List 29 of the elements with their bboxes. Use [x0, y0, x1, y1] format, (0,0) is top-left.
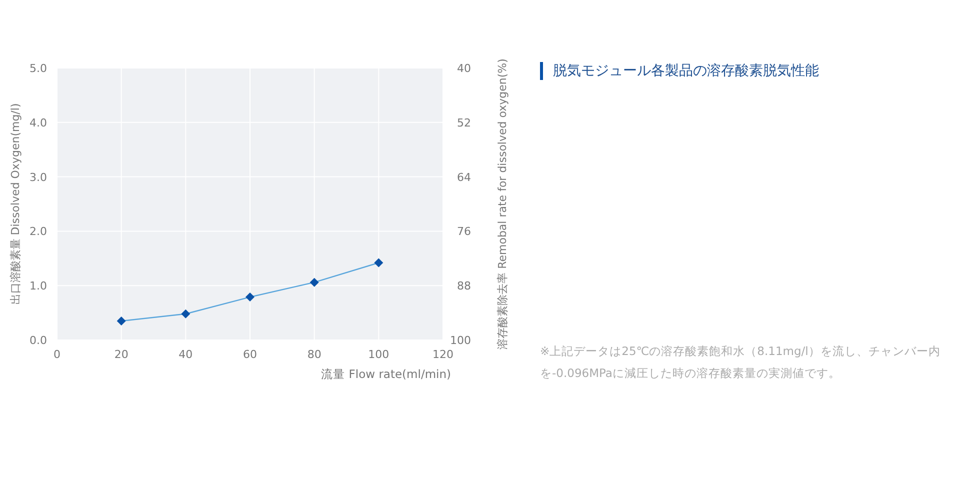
y-tick-label: 4.0 [30, 116, 47, 130]
y-axis-title: 出口溶酸素量 Dissolved Oxygen(mg/l) [9, 103, 22, 305]
y2-tick-label: 64 [457, 170, 471, 184]
y2-tick-label: 52 [457, 116, 471, 130]
y-tick-label: 3.0 [30, 170, 47, 184]
x-tick-label: 40 [178, 348, 193, 361]
y2-tick-label: 76 [457, 225, 471, 238]
y2-axis-title: 溶存酸素除去率 Remobal rate for dissolved oxygen(%) [496, 58, 509, 350]
point [246, 292, 254, 302]
point [116, 316, 126, 326]
x-tick-label: 120 [432, 348, 454, 361]
point [374, 258, 384, 268]
text: ※上記データは25℃の溶存酸素飽和水（8.11mg/l）を流し、チャンバー内を-0.096MPaに減圧した時の溶存酸素量の実測値です。 [540, 343, 942, 382]
point [181, 309, 190, 318]
x-tick-label: 60 [243, 348, 257, 361]
y-tick-label: 0.0 [30, 334, 47, 347]
y2-tick-label: 40 [457, 62, 471, 75]
x-axis-title: 流量 Flow rate(ml/min) [321, 367, 451, 381]
y-tick-label: 2.0 [30, 225, 47, 238]
y-tick-label: 1.0 [30, 280, 47, 293]
y2-tick-label: 100 [450, 334, 471, 347]
y2-tick-label: 88 [457, 280, 471, 293]
x-tick-label: 20 [114, 348, 128, 361]
y-tick-label: 5.0 [30, 62, 47, 75]
x-tick-label: 100 [368, 348, 390, 361]
x-tick-label: 80 [307, 348, 322, 361]
point [310, 278, 319, 287]
x-tick-label: 0 [54, 348, 60, 361]
text: 脱気モジュール各製品の溶存酸素脱気性能 [540, 62, 819, 80]
